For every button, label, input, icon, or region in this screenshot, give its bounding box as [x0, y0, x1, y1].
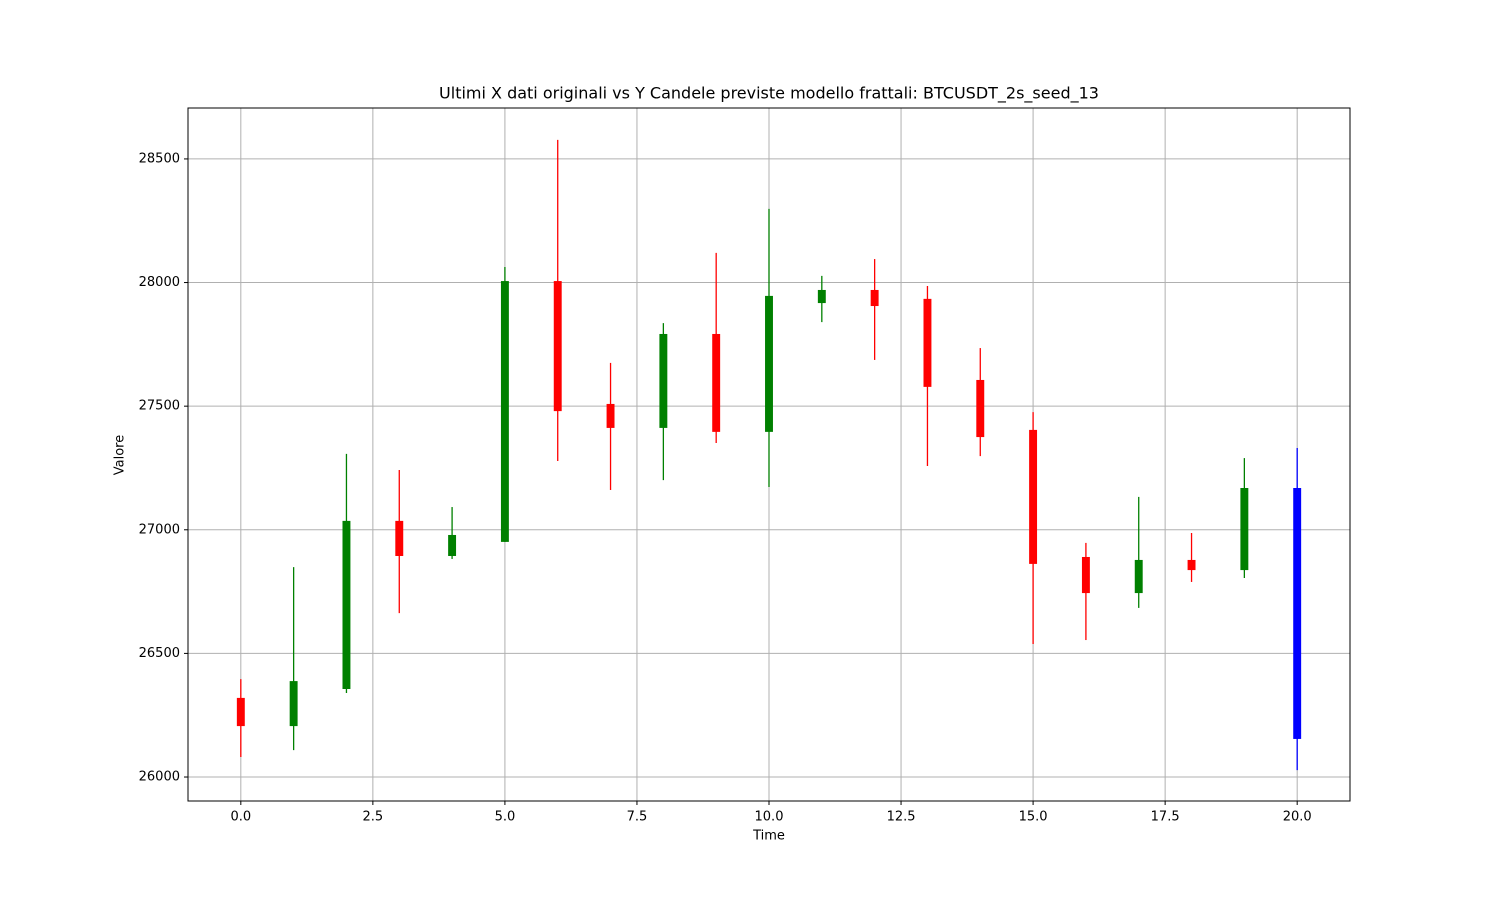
y-tick-label: 27500 — [139, 399, 180, 414]
x-tick-label: 2.5 — [363, 810, 384, 825]
y-tick-label: 26000 — [139, 770, 180, 785]
candle-body — [976, 379, 985, 438]
x-tick-label: 7.5 — [627, 810, 648, 825]
candle-body — [1240, 488, 1249, 571]
x-tick-label: 0.0 — [230, 810, 251, 825]
candle-body — [659, 333, 668, 428]
y-tick-label: 27000 — [139, 522, 180, 537]
chart-title: Ultimi X dati originali vs Y Candele pre… — [439, 84, 1099, 104]
candle-body — [606, 403, 615, 428]
candle-body — [712, 333, 721, 432]
candle-body — [1029, 429, 1038, 564]
y-axis-label: Valore — [113, 435, 128, 475]
x-tick-label: 17.5 — [1151, 810, 1180, 825]
x-tick-label: 12.5 — [887, 810, 916, 825]
candle-body — [765, 295, 773, 432]
candle-body — [500, 281, 509, 542]
y-tick-label: 28500 — [139, 151, 180, 166]
candle-body — [1081, 556, 1090, 594]
candle-body — [448, 534, 457, 556]
candle-body — [1293, 488, 1302, 739]
x-tick-label: 20.0 — [1283, 810, 1312, 825]
candle-body — [236, 697, 245, 727]
candle-body — [342, 520, 351, 690]
candle-body — [817, 289, 826, 304]
candle-body — [870, 289, 879, 307]
candle-body — [395, 520, 404, 556]
y-tick-label: 28000 — [139, 275, 180, 290]
plot-frame — [187, 107, 1351, 802]
y-tick-label: 26500 — [139, 646, 180, 661]
candle-body — [923, 298, 932, 387]
x-tick-label: 5.0 — [495, 810, 516, 825]
candle-body — [1134, 559, 1143, 594]
candle-body — [1187, 559, 1196, 571]
candle-body — [289, 681, 298, 727]
candle-body — [553, 281, 562, 412]
x-tick-label: 10.0 — [755, 810, 784, 825]
x-axis-label: Time — [752, 829, 785, 844]
x-tick-label: 15.0 — [1019, 810, 1048, 825]
